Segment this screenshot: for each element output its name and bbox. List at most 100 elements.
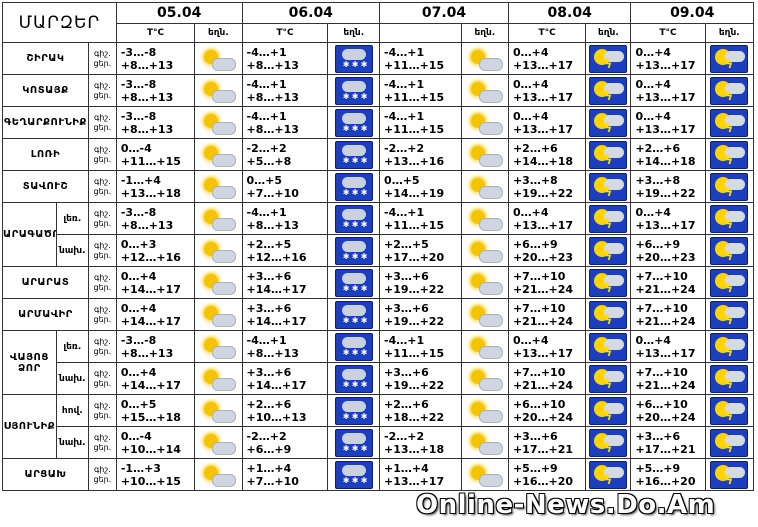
temperature-cell: +1…+4 +7…+10	[241, 458, 329, 491]
region-name: ԱՐՑԱԽ	[2, 458, 89, 491]
weather-cell	[194, 266, 243, 299]
day-temperature: +13…+17	[512, 346, 574, 360]
temperature-cell: 0…+4 +13…+17	[630, 106, 706, 139]
day-temperature: +17…+20	[384, 250, 445, 264]
temperature-cell: -4…+1 +8…+13	[241, 106, 329, 139]
weather-cell	[194, 362, 243, 395]
weather-cell: ϟ	[704, 42, 755, 75]
subregion-label: նախ.	[55, 426, 89, 459]
table-row: ԱՐԱԳԱԾՈՏՆլեռ.գիշ.ցեր.-3…-8+8…+13-4…+1+8……	[2, 202, 755, 267]
day-label: ցեր.	[93, 218, 112, 228]
weather-cell	[460, 266, 509, 299]
temperature-cell: 0…+4 +13…+17	[630, 202, 706, 235]
snow-cloud-icon: ✱ ✱ ✱	[334, 44, 373, 73]
night-temperature: +6…+9	[512, 237, 558, 251]
watermark-text: Online-News.Do.Am	[416, 490, 716, 520]
day-temperature: +11…+15	[384, 122, 445, 136]
weather-column-header: եղն.	[194, 23, 243, 43]
region-name: ԱՐՄԱՎԻՐ	[2, 298, 89, 331]
temperature-cell: -3…-8 +8…+13	[115, 74, 196, 107]
temperature-cell: +6…+10 +20…+24	[507, 394, 587, 427]
temperature-cell: -2…+2 +13…+18	[379, 426, 462, 459]
region-name: ԿՈՏԱՅՔ	[2, 74, 89, 107]
night-temperature: -2…+2	[246, 429, 287, 443]
weather-cell: ϟ	[585, 298, 632, 331]
weather-cell: ϟ	[585, 106, 632, 139]
subregion-label: լեռ.	[55, 202, 89, 235]
night-temperature: 0…+4	[120, 269, 157, 283]
partly-cloudy-icon	[200, 109, 237, 136]
weather-cell: ϟ	[585, 458, 632, 491]
time-of-day: գիշ. ցեր.	[87, 394, 117, 427]
weather-cell	[460, 106, 509, 139]
day-temperature: +20…+24	[635, 410, 696, 424]
snow-cloud-icon: ✱ ✱ ✱	[334, 268, 373, 297]
weather-cell: ϟ	[704, 170, 755, 203]
day-temperature: +19…+22	[384, 378, 445, 392]
time-of-day: գիշ. ցեր.	[87, 138, 117, 171]
temperature-cell: 0…+4 +13…+17	[507, 330, 587, 363]
time-of-day: գիշ. ցեր.	[87, 74, 117, 107]
night-temperature: 0…+5	[246, 173, 283, 187]
day-temperature: +14…+17	[246, 378, 307, 392]
weather-cell: ✱ ✱ ✱	[327, 74, 381, 107]
night-temperature: +3…+6	[246, 365, 292, 379]
temperature-cell: +3…+6 +17…+21	[507, 426, 587, 459]
temperature-cell: 0…+5 +7…+10	[241, 170, 329, 203]
weather-cell: ϟ	[585, 202, 632, 235]
day-label: ցեր.	[93, 186, 112, 196]
thunderstorm-icon: ϟ	[710, 428, 749, 457]
thunderstorm-icon: ϟ	[710, 204, 749, 233]
day-temperature: +13…+18	[120, 186, 181, 200]
temperature-cell: +7…+10 +21…+24	[630, 362, 706, 395]
weather-cell: ϟ	[704, 234, 755, 267]
night-temperature: -3…-8	[120, 205, 157, 219]
thunderstorm-icon: ϟ	[710, 364, 749, 393]
night-temperature: 0…-4	[120, 429, 152, 443]
weather-cell: ϟ	[585, 330, 632, 363]
date-header: 05.04	[115, 2, 243, 24]
night-temperature: -4…+1	[246, 77, 287, 91]
table-row: ԿՈՏԱՅՔ գիշ. ցեր. -3…-8 +8…+13 -4…+1 +8…+13 ✱ ✱ ✱ -…	[2, 74, 755, 107]
day-temperature: +13…+17	[384, 474, 445, 488]
day-temperature: +20…+23	[635, 250, 696, 264]
time-of-day: գիշ. ցեր.	[87, 362, 117, 395]
temperature-cell: -4…+1 +8…+13	[241, 42, 329, 75]
day-temperature: +7…+10	[246, 186, 299, 200]
temperature-cell: -4…+1 +11…+15	[379, 330, 462, 363]
thunderstorm-icon: ϟ	[710, 140, 749, 169]
temperature-cell: +2…+5 +17…+20	[379, 234, 462, 267]
snow-cloud-icon: ✱ ✱ ✱	[334, 140, 373, 169]
weather-cell: ✱ ✱ ✱	[327, 330, 381, 363]
temperature-cell: -4…+1 +8…+13	[241, 202, 329, 235]
temperature-cell: 0…+4 +13…+17	[507, 42, 587, 75]
temperature-cell: +2…+6 +18…+22	[379, 394, 462, 427]
temperature-cell: +3…+6 +14…+17	[241, 298, 329, 331]
thunderstorm-icon: ϟ	[710, 236, 749, 265]
snow-cloud-icon: ✱ ✱ ✱	[334, 396, 373, 425]
region-name: ՎԱՅՈՑ ՁՈՐ	[2, 330, 57, 395]
night-temperature: -4…+1	[246, 205, 287, 219]
night-temperature: -2…+2	[384, 429, 425, 443]
partly-cloudy-icon	[200, 173, 237, 200]
day-temperature: +21…+24	[512, 314, 574, 328]
partly-cloudy-icon	[200, 237, 237, 264]
temperature-cell: +6…+10 +20…+24	[630, 394, 706, 427]
weather-column-header: եղն.	[585, 23, 632, 43]
day-temperature: +14…+17	[246, 282, 307, 296]
forecast-table: ՄԱՐԶԵՐ 05.04 06.04 07.04 08.04 09.04 T°C…	[2, 2, 755, 491]
thunderstorm-icon: ϟ	[710, 332, 749, 361]
day-temperature: +14…+19	[384, 186, 445, 200]
day-temperature: +8…+13	[246, 218, 299, 232]
night-temperature: +3…+6	[246, 269, 292, 283]
temperature-cell: +2…+6 +14…+18	[630, 138, 706, 171]
subregion-label: լեռ.	[55, 330, 89, 363]
weather-cell	[460, 362, 509, 395]
night-temperature: +2…+6	[512, 141, 558, 155]
day-temperature: +17…+21	[512, 442, 574, 456]
thunderstorm-icon: ϟ	[589, 236, 628, 265]
temperature-cell: +5…+9 +16…+20	[507, 458, 587, 491]
table-row: նախ. գիշ. ցեր. 0…-4 +10…+14 -2…+2 +6…+9 ✱ ✱ ✱ -2…+…	[3, 426, 755, 459]
partly-cloudy-icon	[200, 269, 237, 296]
night-temperature: 0…+4	[512, 109, 549, 123]
